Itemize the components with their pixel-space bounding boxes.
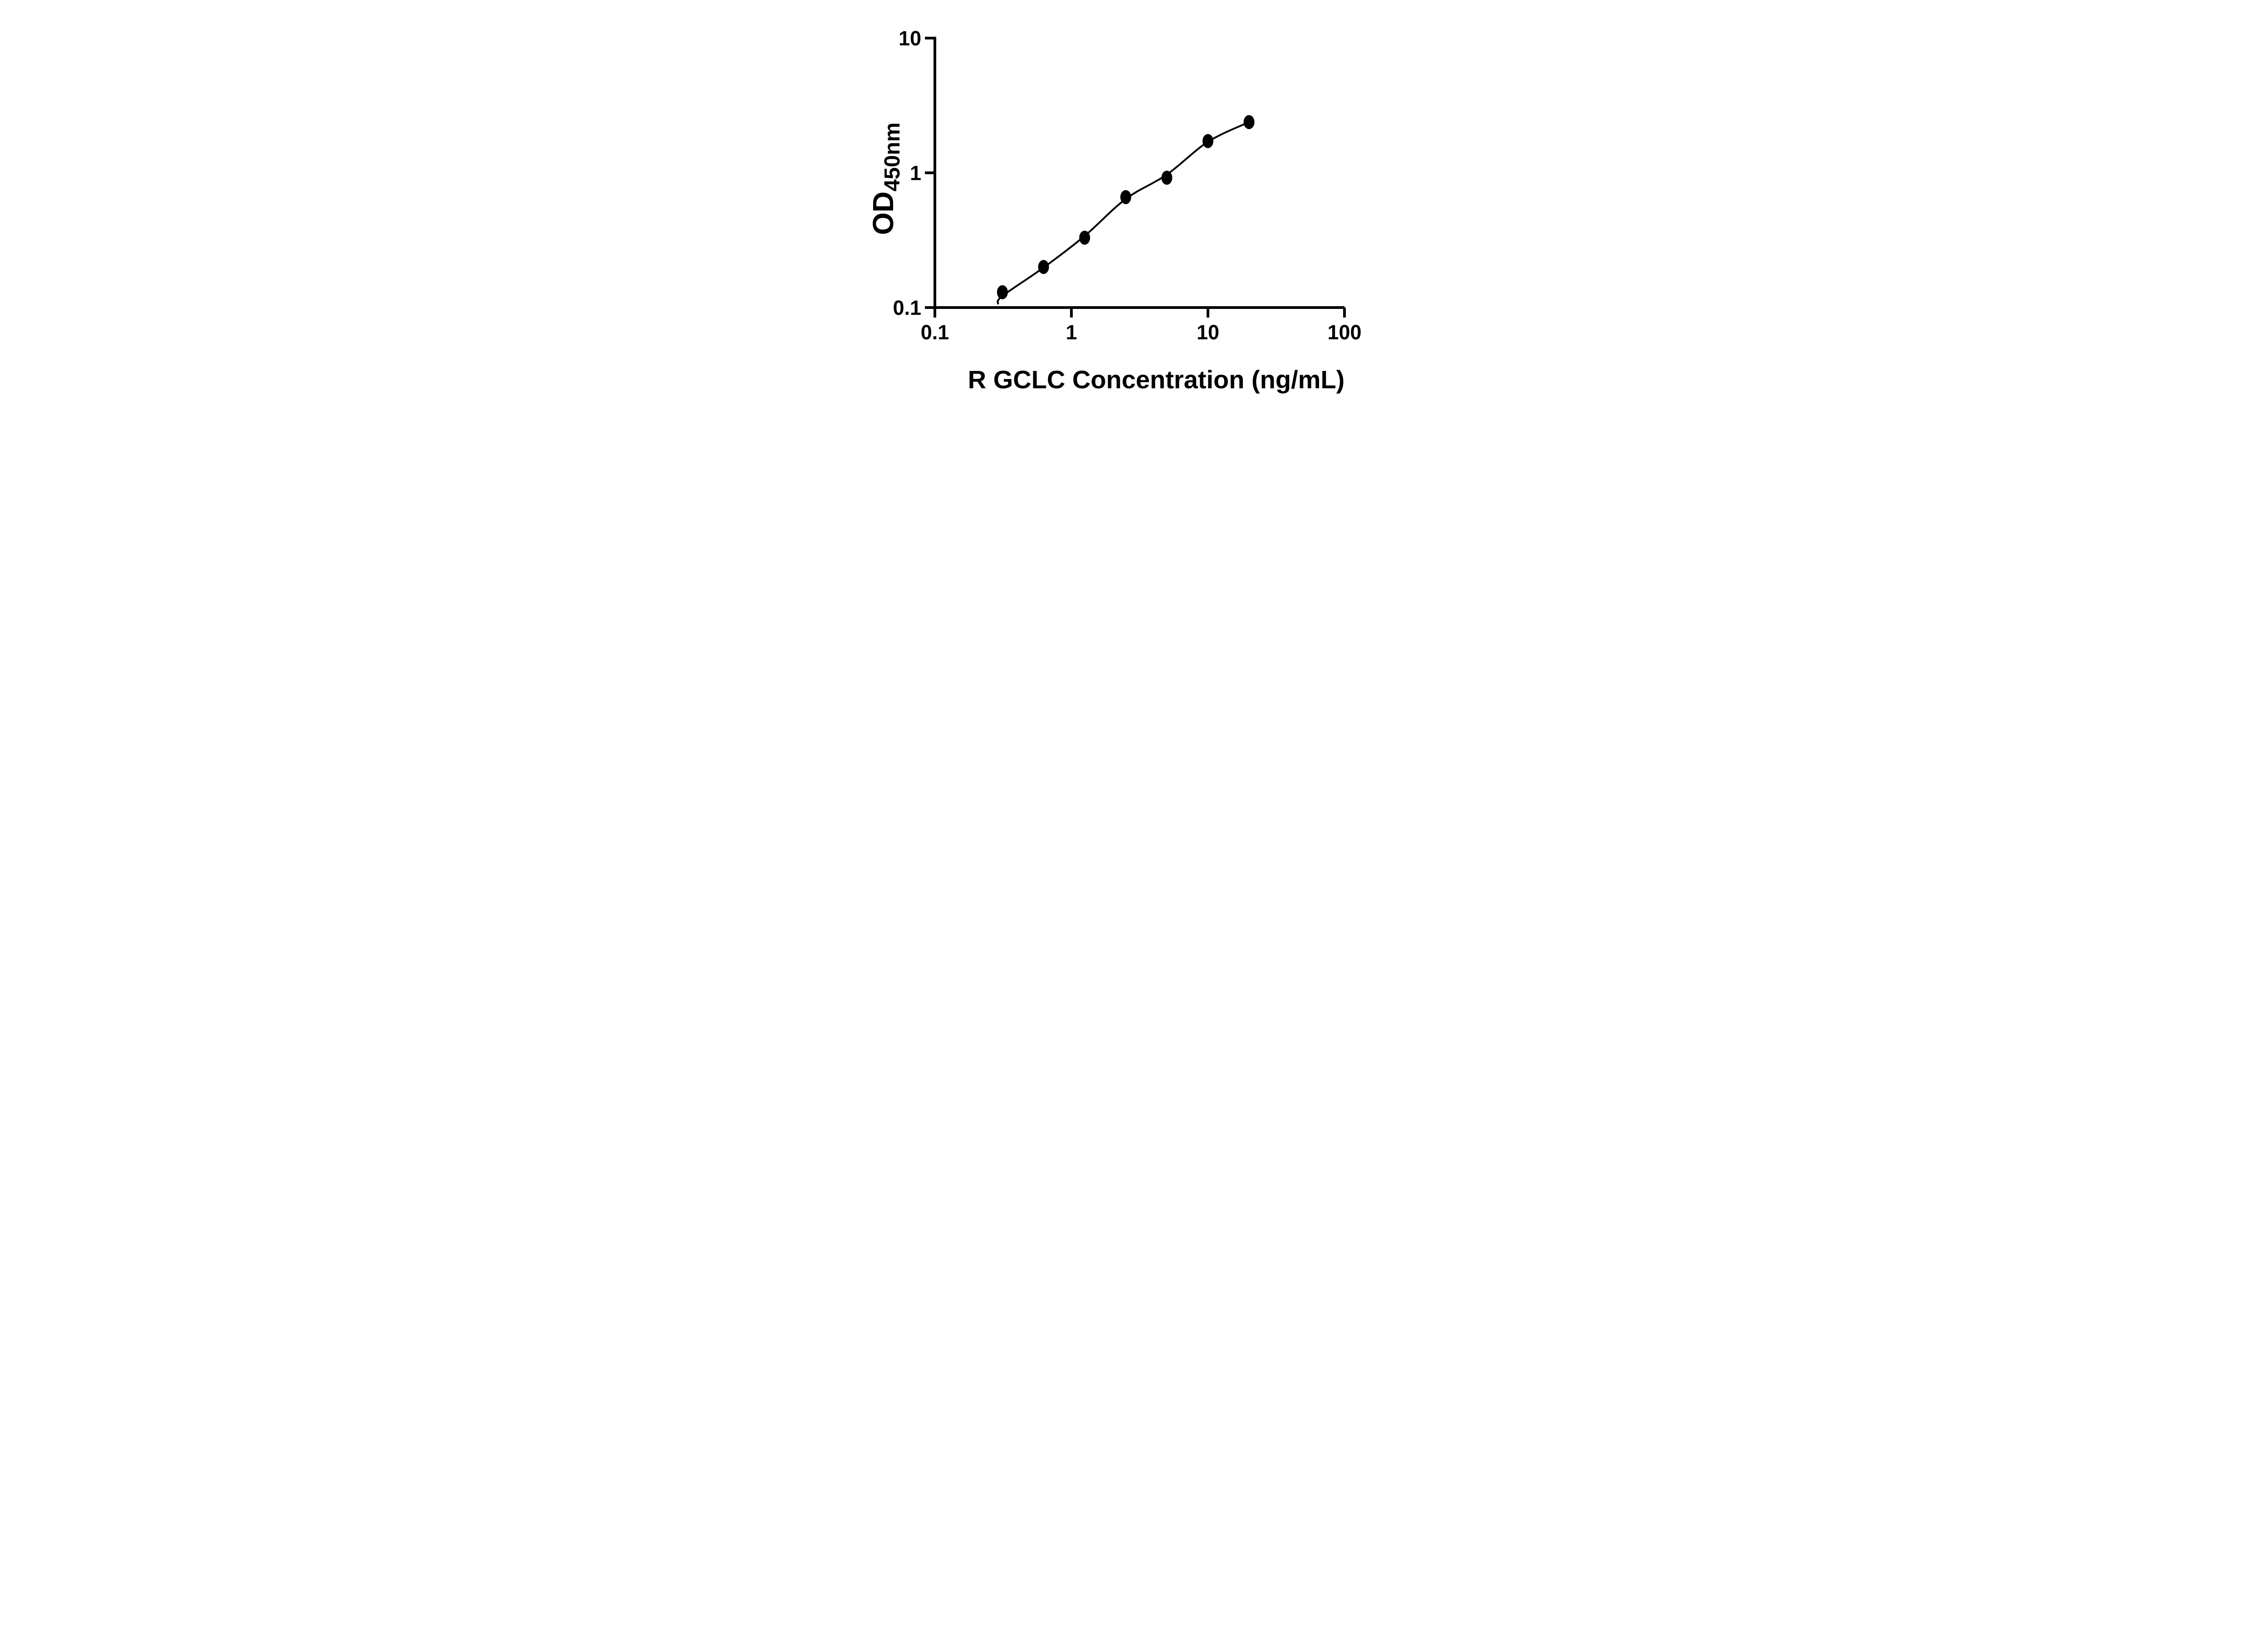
x-tick-label: 10 xyxy=(1197,321,1219,344)
data-point xyxy=(1120,190,1131,205)
data-point xyxy=(1202,134,1213,148)
data-point xyxy=(1038,260,1049,274)
axis-ticks xyxy=(925,37,1346,318)
y-tick-label: 1 xyxy=(910,161,921,185)
y-tick-label: 10 xyxy=(899,27,921,50)
elisa-standard-curve-figure: 0.1 1 10 0.1 1 10 100 R GCLC Concentration (ng… xyxy=(848,0,1420,408)
fit-curve xyxy=(997,121,1250,305)
data-point xyxy=(1161,171,1173,185)
x-axis-title: R GCLC Concentration (ng/mL) xyxy=(968,365,1345,394)
y-axis-title-subscript: 450nm xyxy=(880,122,904,191)
chart-canvas: 0.1 1 10 0.1 1 10 100 R GCLC Concentration (ng… xyxy=(867,27,1362,394)
x-tick-label: 100 xyxy=(1327,321,1361,344)
data-point xyxy=(997,285,1008,299)
data-point xyxy=(1079,230,1090,245)
y-axis-title: OD450nm xyxy=(867,122,904,235)
axis-frame xyxy=(934,37,1344,309)
axis-tick-labels: 0.1 1 10 0.1 1 10 100 xyxy=(893,27,1361,344)
x-tick-label: 0.1 xyxy=(921,321,949,344)
x-tick-label: 1 xyxy=(1066,321,1077,344)
axes xyxy=(934,37,1344,309)
data-point xyxy=(1243,115,1255,129)
y-tick-label: 0.1 xyxy=(893,296,921,319)
y-axis-title-main: OD xyxy=(867,191,899,235)
plot-area xyxy=(997,115,1255,305)
